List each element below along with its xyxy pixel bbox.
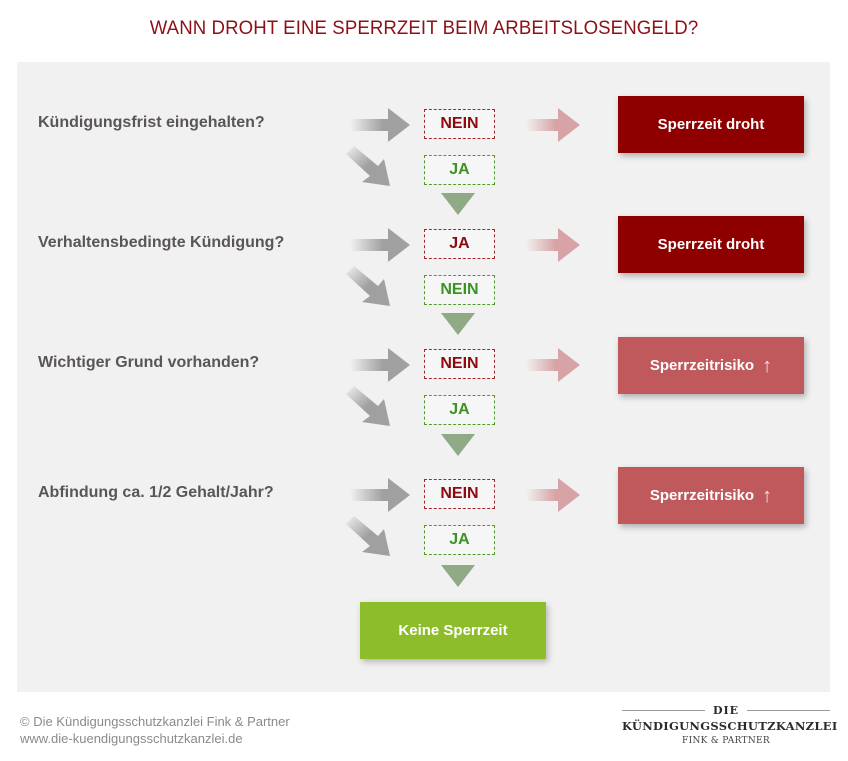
option-negative-1[interactable]: NEIN [424, 109, 495, 139]
arrow-right-pink-icon [526, 348, 580, 382]
final-result-box: Keine Sperrzeit [360, 602, 546, 659]
triangle-down-icon [441, 193, 475, 215]
option-positive-3[interactable]: JA [424, 395, 495, 425]
arrow-right-pink-icon [526, 228, 580, 262]
logo-line-1: DIE [712, 704, 740, 717]
copyright-text: © Die Kündigungsschutzkanzlei Fink & Par… [20, 714, 290, 729]
option-negative-2[interactable]: JA [424, 229, 495, 259]
question-4: Abfindung ca. 1/2 Gehalt/Jahr? [38, 484, 274, 501]
arrow-diagonal-icon [346, 386, 390, 426]
company-logo: DIE KÜNDIGUNGSSCHUTZKANZLEI FINK & PARTN… [622, 704, 838, 746]
result-box-2: Sperrzeit droht [618, 216, 804, 273]
result-label-4: Sperrzeitrisiko [649, 487, 755, 504]
arrow-right-icon [350, 228, 410, 262]
arrow-diagonal-icon [346, 266, 390, 306]
logo-line-3: FINK & PARTNER [682, 736, 770, 746]
arrow-up-icon: ↑ [762, 484, 773, 507]
option-negative-3[interactable]: NEIN [424, 349, 495, 379]
website-link[interactable]: www.die-kuendigungsschutzkanzlei.de [20, 731, 243, 746]
arrow-diagonal-icon [346, 146, 390, 186]
page-title: WANN DROHT EINE SPERRZEIT BEIM ARBEITSLO… [149, 18, 699, 39]
option-negative-4[interactable]: NEIN [424, 479, 495, 509]
result-box-3: Sperrzeitrisiko ↑ [618, 337, 804, 394]
result-label-3: Sperrzeitrisiko [649, 357, 755, 374]
logo-rule-left [622, 710, 705, 711]
question-2: Verhaltensbedingte Kündigung? [38, 234, 285, 251]
logo-line-2: KÜNDIGUNGSSCHUTZKANZLEI [622, 719, 838, 733]
triangle-down-icon [441, 434, 475, 456]
arrow-right-pink-icon [526, 478, 580, 512]
question-3: Wichtiger Grund vorhanden? [38, 354, 260, 371]
arrow-right-pink-icon [526, 108, 580, 142]
arrow-diagonal-icon [346, 516, 390, 556]
triangle-down-icon [441, 313, 475, 335]
result-box-1: Sperrzeit droht [618, 96, 804, 153]
logo-rule-right [747, 710, 831, 711]
final-result-label: Keine Sperrzeit [398, 622, 508, 639]
triangle-down-icon [441, 565, 475, 587]
result-label-2: Sperrzeit droht [657, 236, 765, 253]
option-positive-4[interactable]: JA [424, 525, 495, 555]
arrow-right-icon [350, 478, 410, 512]
arrow-right-icon [350, 108, 410, 142]
question-1: Kündigungsfrist eingehalten? [38, 114, 265, 131]
arrow-up-icon: ↑ [762, 354, 773, 377]
result-box-4: Sperrzeitrisiko ↑ [618, 467, 804, 524]
arrow-right-icon [350, 348, 410, 382]
option-positive-1[interactable]: JA [424, 155, 495, 185]
result-label-1: Sperrzeit droht [657, 116, 765, 133]
option-positive-2[interactable]: NEIN [424, 275, 495, 305]
